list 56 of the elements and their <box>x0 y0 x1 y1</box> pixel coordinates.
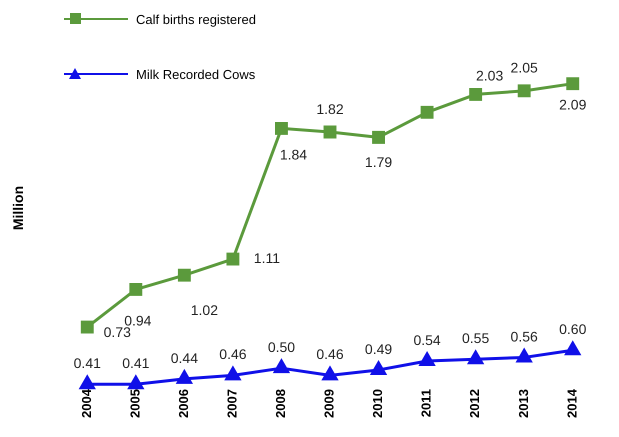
data-label: 0.44 <box>170 350 198 366</box>
point <box>469 88 482 101</box>
data-label: 2.09 <box>559 96 587 113</box>
data-label: 1.84 <box>280 146 308 162</box>
data-label: 1.82 <box>316 100 344 117</box>
point <box>516 348 532 362</box>
point <box>225 366 240 380</box>
data-label: 0.94 <box>124 312 152 328</box>
point <box>420 352 435 366</box>
data-label: 1.02 <box>190 302 218 318</box>
data-label: 0.54 <box>413 332 441 348</box>
data-label: 0.55 <box>462 330 490 346</box>
y-axis-title: Million <box>10 184 26 232</box>
point <box>324 126 336 138</box>
data-label: 0.50 <box>268 339 296 356</box>
point <box>370 361 386 375</box>
x-tick-label: 2012 <box>467 389 482 418</box>
point <box>226 252 240 266</box>
x-tick-label: 2005 <box>127 389 142 418</box>
point <box>275 122 288 135</box>
data-label: 0.41 <box>122 355 150 372</box>
data-label: 0.49 <box>364 340 392 357</box>
data-label: 2.03 <box>476 67 504 84</box>
x-tick-label: 2006 <box>176 389 191 418</box>
x-tick-label: 2014 <box>564 388 580 418</box>
point <box>129 283 142 296</box>
point <box>128 376 144 390</box>
data-label: 2.05 <box>510 60 538 76</box>
point <box>420 106 434 119</box>
data-label: 0.56 <box>510 328 538 344</box>
x-tick-label: 2010 <box>370 389 386 418</box>
point <box>80 320 94 334</box>
point <box>565 342 580 356</box>
point <box>372 130 385 144</box>
x-tick-label: 2009 <box>322 389 337 418</box>
data-label: 1.79 <box>364 154 392 170</box>
data-label: 1.11 <box>254 250 280 266</box>
legend-label: Calf births registered <box>136 12 256 26</box>
x-tick-label: 2004 <box>78 388 94 418</box>
x-tick-label: 2011 <box>418 389 434 418</box>
point <box>468 350 484 364</box>
data-label: 0.60 <box>559 321 587 338</box>
data-label: 0.41 <box>74 355 102 372</box>
data-label: 0.46 <box>316 346 344 362</box>
data-label: 0.46 <box>219 346 247 362</box>
point <box>176 370 192 384</box>
point <box>178 268 191 282</box>
x-tick-label: 2008 <box>273 389 288 418</box>
point <box>566 77 580 90</box>
point <box>80 376 95 390</box>
point <box>322 366 338 380</box>
point <box>274 360 290 374</box>
x-tick-label: 2013 <box>516 389 531 418</box>
point <box>518 84 531 98</box>
x-tick-label: 2007 <box>224 389 240 418</box>
legend-label: Milk Recorded Cows <box>136 66 256 82</box>
